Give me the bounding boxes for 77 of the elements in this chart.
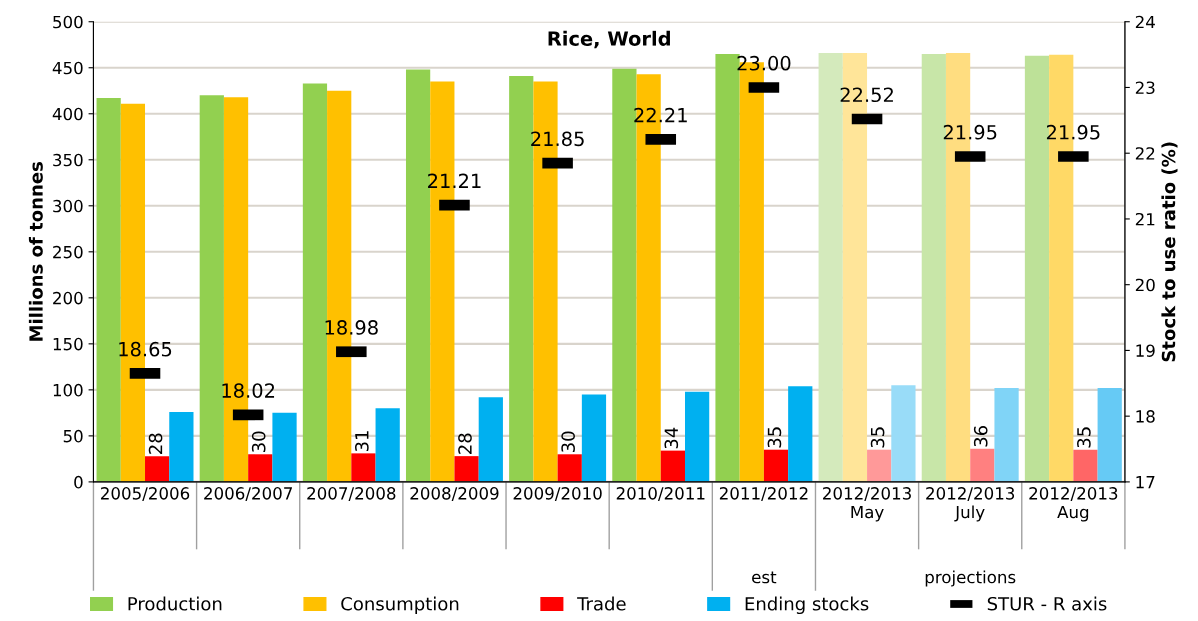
legend-label: Production: [128, 596, 222, 611]
bar: [994, 388, 1019, 482]
data-label: 34: [664, 427, 679, 449]
y-tick-label: 500: [53, 15, 83, 29]
bar: [891, 385, 916, 482]
x-tick-label: 2007/2008: [307, 487, 396, 501]
legend-label: Ending stocks: [745, 596, 869, 615]
bar: [351, 453, 376, 482]
x-tick-label: 2005/2006: [101, 487, 190, 501]
y-tick-label: 100: [53, 383, 83, 397]
y2-tick-label: 20: [1135, 278, 1155, 292]
legend-label: Consumption: [341, 596, 459, 615]
x-tick-label: 2012/2013 July: [926, 487, 1015, 522]
bar: [1097, 388, 1122, 482]
bar: [145, 456, 170, 482]
data-label: 22.52: [840, 87, 893, 103]
data-label: 36: [973, 426, 988, 447]
x-tick-label: 2011/2012: [719, 487, 808, 501]
bar: [867, 449, 892, 482]
y-tick-label: 50: [63, 429, 83, 443]
text: est: [752, 571, 777, 584]
bar: [478, 397, 503, 482]
y2-tick-label: 17: [1136, 476, 1155, 489]
chart-title: Rice, World: [548, 30, 670, 49]
bar: [272, 412, 297, 482]
data-label: 35: [1077, 427, 1091, 448]
y-tick-label: 200: [53, 291, 83, 305]
bar: [970, 448, 995, 482]
y2-tick-label: 23: [1135, 81, 1155, 95]
data-label: 21.95: [1046, 124, 1100, 140]
x-tick-label: 2010/2011: [616, 487, 705, 501]
data-label: 21.95: [943, 124, 997, 140]
data-label: 30: [251, 431, 266, 452]
bar: [375, 408, 400, 482]
x-tick-label: 2006/2007: [204, 487, 292, 501]
bar: [557, 454, 582, 482]
y2-tick-label: 24: [1135, 15, 1155, 29]
text: projections: [925, 570, 1016, 587]
data-label: 30: [561, 431, 575, 452]
data-label: 31: [355, 431, 369, 452]
x-tick-label: 2009/2010: [513, 487, 602, 501]
bar: [1073, 449, 1098, 482]
legend-label: STUR - R axis: [987, 596, 1107, 611]
bar: [660, 450, 685, 482]
y-tick-label: 400: [52, 107, 83, 121]
bar: [199, 95, 224, 482]
data-label: 28: [458, 433, 472, 454]
y2-tick-label: 22: [1135, 147, 1155, 160]
bar: [763, 449, 789, 482]
bar: [454, 456, 479, 482]
bar: [581, 394, 607, 482]
y-axis-title: Millions of tonnes: [28, 162, 43, 341]
data-label: 28: [148, 433, 163, 454]
x-tick-label: 2008/2009: [410, 487, 499, 501]
bar: [96, 98, 121, 482]
y2-tick-label: 21: [1135, 212, 1155, 226]
legend-label: Trade: [577, 596, 626, 611]
x-tick-label: 2012/2013 May: [823, 487, 911, 522]
y-tick-label: 150: [53, 337, 83, 351]
data-label: 35: [767, 427, 782, 448]
data-label: 18.02: [222, 383, 275, 398]
y-tick-label: 250: [53, 245, 83, 259]
bar: [169, 411, 194, 482]
x-tick-label: 2012/2013 Aug: [1029, 487, 1118, 522]
bar: [685, 391, 710, 482]
bar: [248, 454, 273, 482]
bar: [788, 386, 813, 482]
y2-tick-label: 19: [1136, 344, 1155, 357]
data-label: 22.21: [634, 107, 687, 123]
y-tick-label: 450: [52, 61, 83, 75]
data-label: 21.21: [428, 173, 481, 188]
y-tick-label: 300: [53, 199, 83, 213]
data-label: 35: [870, 427, 885, 448]
y2-axis-title: Stock to use ratio (%): [1161, 142, 1178, 362]
y-tick-label: 0: [74, 475, 83, 489]
y-tick-label: 350: [53, 153, 83, 167]
y2-tick-label: 18: [1136, 410, 1155, 423]
